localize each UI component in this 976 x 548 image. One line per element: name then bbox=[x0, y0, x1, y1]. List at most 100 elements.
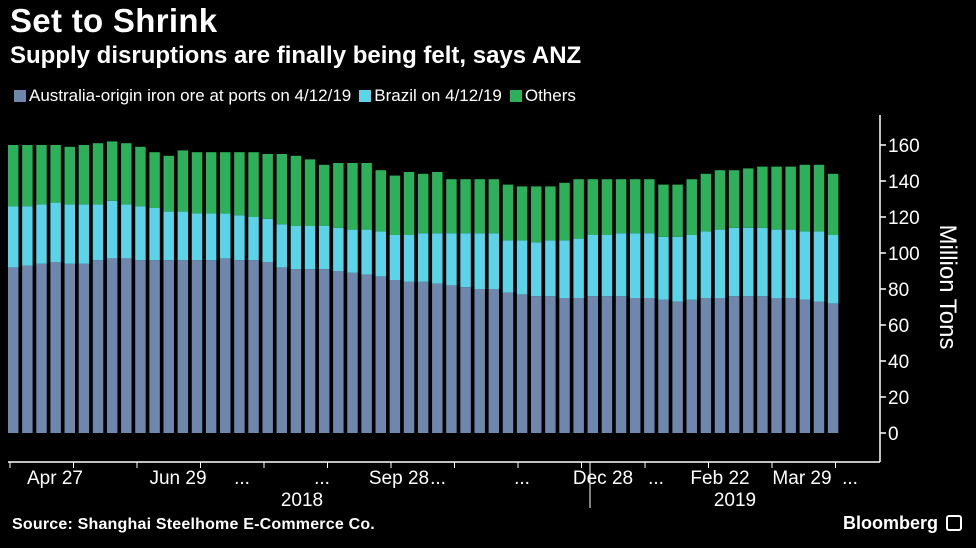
year-label-2018: 2018 bbox=[281, 490, 323, 511]
bar-others-3 bbox=[50, 145, 61, 203]
bar-brazil-28 bbox=[403, 235, 415, 282]
bar-others-6 bbox=[92, 143, 104, 205]
bar-australia-6 bbox=[92, 260, 104, 433]
bar-brazil-15 bbox=[220, 213, 231, 259]
bar-others-15 bbox=[220, 152, 231, 214]
bar-others-19 bbox=[276, 154, 288, 225]
bar-brazil-13 bbox=[191, 213, 203, 261]
legend-item-australia: Australia-origin iron ore at ports on 4/… bbox=[14, 86, 351, 106]
bar-brazil-23 bbox=[333, 227, 344, 271]
bar-others-20 bbox=[290, 155, 302, 226]
bar-australia-0 bbox=[8, 267, 19, 433]
bar-brazil-19 bbox=[276, 224, 288, 268]
bar-others-21 bbox=[304, 159, 316, 226]
x-tick-label-1: Jun 29 bbox=[149, 468, 206, 489]
bar-australia-49 bbox=[700, 298, 712, 433]
y-tick-label-20: 20 bbox=[888, 388, 909, 409]
bar-others-40 bbox=[573, 179, 584, 239]
bar-brazil-4 bbox=[64, 204, 75, 264]
bar-brazil-50 bbox=[714, 229, 726, 298]
bar-others-39 bbox=[559, 182, 570, 241]
bar-brazil-39 bbox=[559, 240, 570, 298]
bar-brazil-24 bbox=[347, 229, 358, 273]
bar-australia-53 bbox=[757, 296, 768, 433]
bar-australia-20 bbox=[290, 269, 302, 433]
bar-australia-38 bbox=[545, 296, 556, 433]
bar-brazil-53 bbox=[757, 227, 768, 297]
bar-brazil-44 bbox=[629, 233, 641, 298]
bar-brazil-31 bbox=[446, 233, 457, 286]
bar-brazil-38 bbox=[545, 240, 556, 297]
bar-others-22 bbox=[318, 164, 330, 226]
y-tick-label-140: 140 bbox=[888, 172, 920, 193]
legend-swatch-brazil bbox=[359, 90, 372, 102]
bar-others-30 bbox=[432, 172, 443, 234]
legend-label-brazil: Brazil on 4/12/19 bbox=[374, 86, 502, 105]
legend-label-australia: Australia-origin iron ore at ports on 4/… bbox=[29, 86, 352, 105]
bar-others-50 bbox=[714, 170, 726, 230]
bar-australia-35 bbox=[502, 292, 514, 433]
bar-brazil-49 bbox=[700, 231, 712, 298]
bar-australia-13 bbox=[191, 260, 203, 433]
bar-australia-30 bbox=[432, 283, 443, 433]
bar-others-2 bbox=[36, 145, 47, 205]
bar-australia-11 bbox=[163, 260, 174, 433]
bar-australia-12 bbox=[177, 260, 189, 433]
bar-australia-1 bbox=[22, 265, 33, 433]
bar-australia-43 bbox=[615, 296, 627, 433]
bar-australia-39 bbox=[559, 298, 570, 433]
y-tick-label-160: 160 bbox=[888, 136, 920, 157]
bar-others-17 bbox=[248, 152, 259, 217]
bar-australia-57 bbox=[813, 301, 825, 433]
bar-brazil-6 bbox=[92, 204, 104, 261]
y-tick-label-60: 60 bbox=[888, 316, 909, 337]
bar-others-58 bbox=[827, 173, 839, 235]
bar-others-4 bbox=[64, 146, 75, 205]
bar-others-44 bbox=[629, 179, 641, 234]
bar-brazil-58 bbox=[827, 235, 839, 304]
bar-brazil-9 bbox=[135, 206, 146, 261]
y-tick-label-80: 80 bbox=[888, 280, 909, 301]
brand-name: Bloomberg bbox=[842, 513, 938, 533]
bar-australia-3 bbox=[50, 262, 61, 433]
bar-brazil-41 bbox=[587, 235, 599, 297]
bar-brazil-43 bbox=[615, 233, 627, 297]
bar-australia-15 bbox=[220, 258, 231, 433]
bar-australia-40 bbox=[573, 298, 584, 433]
bar-others-45 bbox=[644, 179, 655, 234]
y-tick-label-100: 100 bbox=[888, 244, 920, 265]
x-tick-label-6: ... bbox=[514, 468, 530, 489]
bar-australia-9 bbox=[135, 260, 146, 433]
bar-brazil-30 bbox=[432, 233, 443, 284]
bar-brazil-48 bbox=[686, 235, 697, 300]
bar-brazil-52 bbox=[743, 227, 754, 297]
bar-brazil-35 bbox=[502, 240, 514, 293]
bar-others-12 bbox=[177, 150, 189, 212]
legend-item-brazil: Brazil on 4/12/19 bbox=[359, 86, 502, 106]
bar-australia-41 bbox=[587, 296, 599, 433]
bar-brazil-42 bbox=[601, 235, 613, 297]
bar-others-52 bbox=[743, 168, 754, 228]
bar-others-14 bbox=[205, 152, 217, 214]
chart-subtitle: Supply disruptions are finally being fel… bbox=[10, 42, 582, 69]
bar-brazil-17 bbox=[248, 217, 259, 261]
x-tick-label-4: Sep 28 bbox=[369, 468, 429, 489]
bar-australia-42 bbox=[601, 296, 613, 433]
bar-others-23 bbox=[333, 163, 344, 228]
bar-others-33 bbox=[474, 179, 485, 234]
x-tick-label-0: Apr 27 bbox=[27, 468, 83, 489]
bar-australia-55 bbox=[785, 298, 796, 433]
bar-others-35 bbox=[502, 184, 514, 241]
bar-australia-36 bbox=[516, 294, 528, 433]
bar-australia-18 bbox=[262, 262, 273, 433]
bar-brazil-16 bbox=[234, 215, 245, 261]
bars-group bbox=[8, 141, 839, 433]
bar-brazil-10 bbox=[149, 208, 160, 261]
bar-others-54 bbox=[771, 166, 782, 230]
bar-brazil-11 bbox=[163, 211, 174, 261]
bar-brazil-18 bbox=[262, 218, 273, 262]
bar-brazil-22 bbox=[318, 226, 330, 270]
bar-australia-34 bbox=[488, 289, 500, 433]
legend-swatch-australia bbox=[14, 90, 26, 102]
